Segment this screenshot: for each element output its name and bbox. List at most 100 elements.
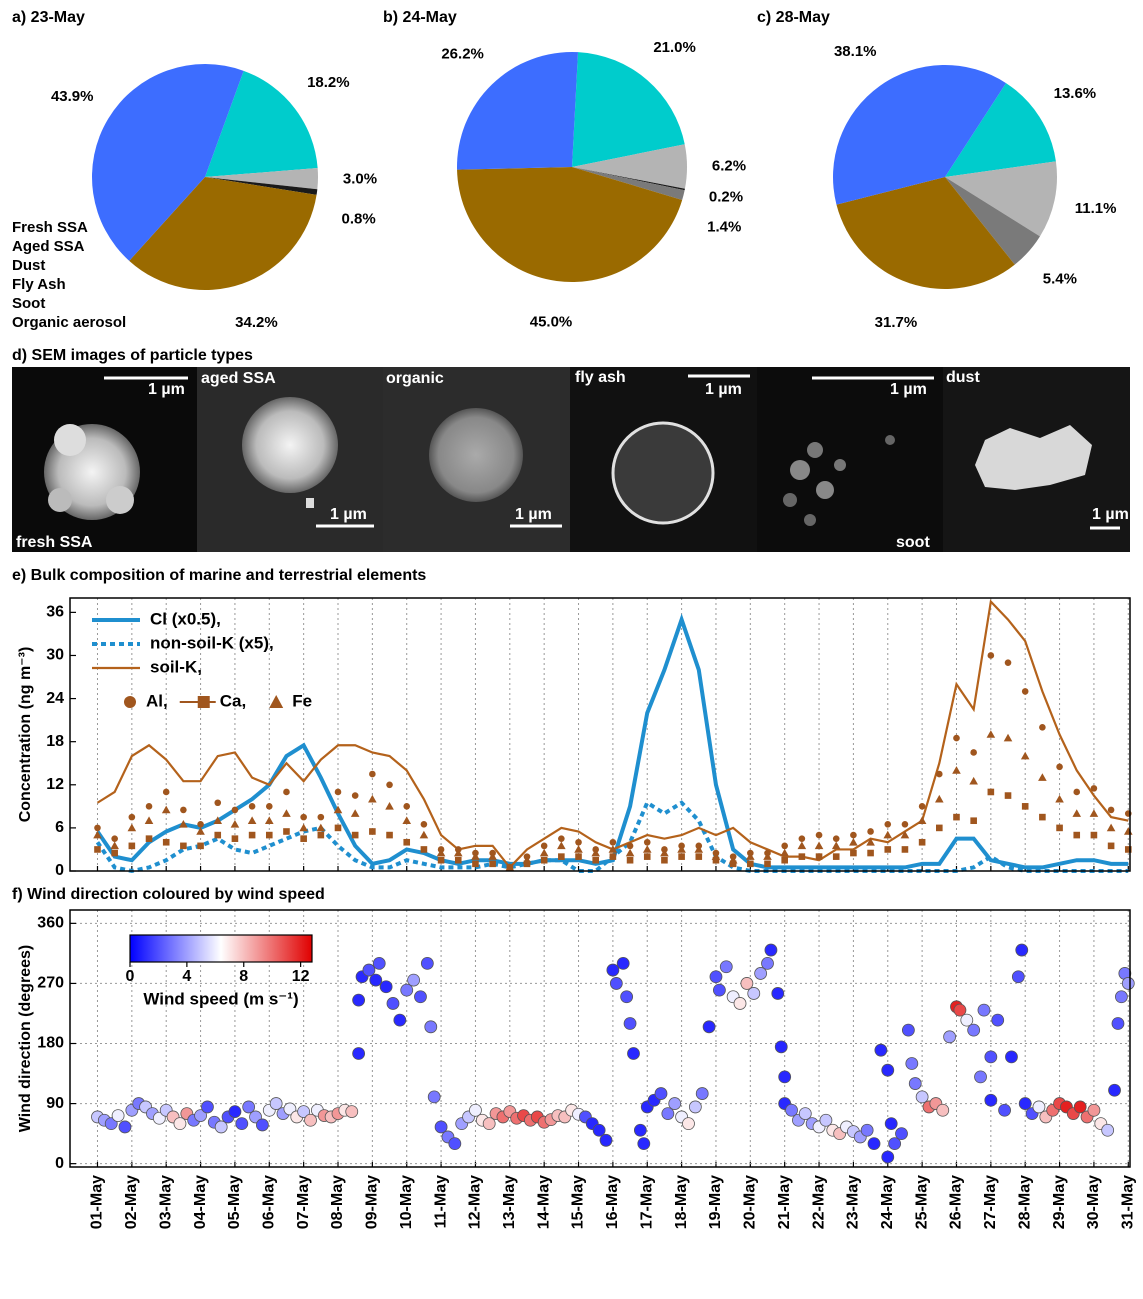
marker	[1004, 792, 1012, 799]
scatter-point	[1108, 1083, 1121, 1097]
marker	[1021, 688, 1029, 695]
marker	[214, 799, 222, 807]
scatter-point	[256, 1118, 269, 1132]
scatter-point	[778, 1070, 792, 1084]
marker	[1072, 809, 1082, 817]
marker	[867, 849, 874, 857]
scatter-point	[702, 1020, 716, 1034]
marker	[694, 845, 704, 853]
particle	[44, 397, 1092, 526]
pie-slice	[945, 161, 1057, 237]
marker	[540, 842, 548, 850]
scatter-point	[118, 1120, 132, 1134]
legend-label: Fly Ash	[12, 276, 66, 293]
marker	[300, 813, 307, 821]
colorbar-tick-label: 8	[239, 968, 248, 985]
scatter-point	[424, 1020, 438, 1034]
scale-label: 1 µm	[515, 506, 552, 523]
scatter-point	[977, 1003, 991, 1017]
marker	[850, 849, 857, 857]
scatter-point	[592, 1123, 606, 1137]
marker	[780, 848, 789, 857]
scatter-point	[173, 1117, 187, 1131]
pie-slice	[92, 64, 244, 261]
marker	[230, 820, 240, 828]
scatter-point	[984, 1093, 998, 1107]
scatter-point	[345, 1105, 359, 1118]
scatter-point	[1111, 1017, 1125, 1030]
x-tick-label: 11-May	[432, 1175, 449, 1228]
scatter-point	[733, 997, 747, 1010]
x-tick-label: 25-May	[913, 1175, 930, 1229]
marker	[214, 831, 222, 839]
marker	[798, 835, 806, 842]
x-tick-label: 14-May	[535, 1175, 552, 1229]
marker	[247, 816, 257, 825]
scatter-point	[609, 977, 623, 990]
scatter-point	[874, 1043, 888, 1057]
scatter-point	[1032, 1100, 1046, 1114]
legend-swatch	[124, 696, 136, 708]
marker	[539, 848, 549, 857]
scatter-point	[740, 977, 754, 990]
marker	[781, 842, 788, 850]
scatter-point	[620, 990, 634, 1004]
scatter-point	[369, 973, 383, 987]
scatter-point	[304, 1113, 317, 1127]
marker	[231, 806, 239, 814]
sem-label: soot	[896, 534, 930, 551]
legend-label: Ca,	[220, 691, 246, 710]
scatter-point	[599, 1133, 613, 1147]
marker	[283, 788, 290, 796]
x-tick-label: 13-May	[501, 1175, 518, 1229]
x-tick-label: 02-May	[123, 1175, 140, 1229]
marker	[1021, 803, 1029, 810]
marker	[798, 853, 806, 860]
x-tick-label: 09-May	[364, 1175, 381, 1229]
marker	[987, 788, 995, 796]
pie-title: c) 28-May	[757, 9, 830, 26]
legend-label: Fe	[292, 691, 312, 710]
colorbar-tick-label: 0	[126, 968, 135, 985]
pie-slice	[205, 70, 318, 177]
scatter-point	[943, 1030, 957, 1044]
y-tick-label: 360	[37, 915, 64, 932]
pie-slice	[945, 83, 1056, 177]
marker	[437, 856, 445, 864]
scatter-point	[974, 1070, 987, 1084]
scatter-point	[386, 997, 400, 1010]
sem-title: d) SEM images of particle types	[12, 347, 253, 364]
marker	[661, 856, 668, 864]
scatter-point	[469, 1103, 482, 1117]
pie-label: 21.0%	[653, 39, 696, 56]
marker	[592, 856, 600, 864]
marker	[265, 803, 273, 810]
marker	[831, 841, 841, 850]
marker	[488, 852, 497, 860]
x-tick-label: 24-May	[879, 1175, 896, 1229]
scatter-point	[1005, 1050, 1018, 1064]
legend-label: Al,	[146, 691, 168, 710]
marker	[900, 830, 910, 839]
scatter-point	[1015, 943, 1029, 957]
legend-swatch	[269, 695, 284, 708]
y-tick-label: 18	[46, 733, 64, 750]
pie-label: 45.0%	[530, 314, 573, 331]
x-tick-label: 29-May	[1051, 1175, 1068, 1229]
marker	[1056, 824, 1063, 832]
scatter-point	[637, 1137, 651, 1151]
marker	[936, 824, 943, 832]
y-tick-label: 180	[37, 1035, 64, 1052]
marker	[918, 838, 926, 846]
marker	[128, 842, 136, 850]
marker	[1039, 813, 1046, 821]
marker	[454, 856, 462, 864]
scatter-point	[235, 1117, 249, 1131]
colorbar	[129, 934, 313, 963]
marker	[608, 845, 618, 853]
scatter-point	[754, 967, 768, 980]
scatter-point	[860, 1123, 874, 1137]
pie-title: b) 24-May	[383, 9, 457, 26]
